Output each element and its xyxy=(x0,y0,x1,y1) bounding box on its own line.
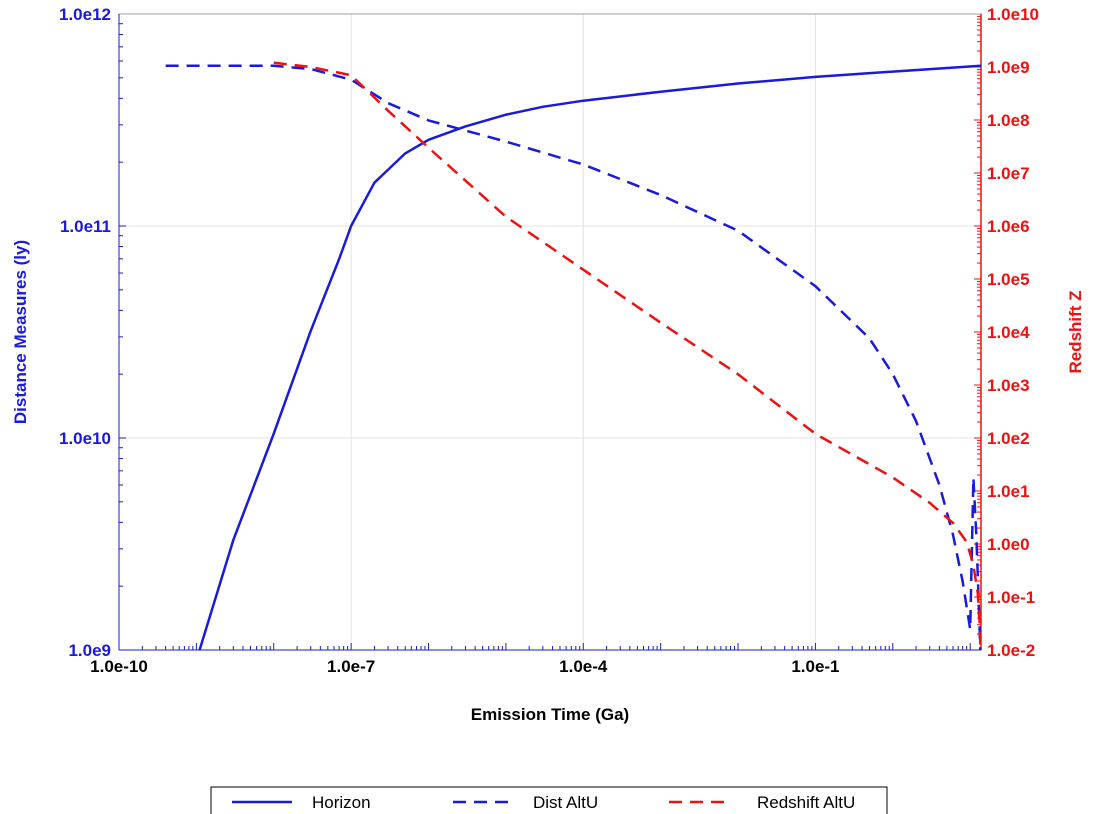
y-right-tick-label: 1.0e0 xyxy=(987,535,1030,554)
y-right-tick-label: 1.0e7 xyxy=(987,164,1030,183)
x-axis-title: Emission Time (Ga) xyxy=(471,705,629,724)
y-right-tick-label: 1.0e2 xyxy=(987,429,1030,448)
y-right-tick-label: 1.0e4 xyxy=(987,323,1030,342)
y-left-tick-label: 1.0e12 xyxy=(59,5,111,24)
y-right-tick-label: 1.0e6 xyxy=(987,217,1030,236)
x-tick-label: 1.0e-10 xyxy=(90,657,148,676)
series-line-redshift-altu xyxy=(273,61,982,651)
grid-lines xyxy=(118,13,981,651)
series-line-horizon xyxy=(198,64,982,651)
tick-labels: 1.0e-10 1.0e-7 1.0e-4 1.0e-1 1.0e9 1.0e10 1.0e… xyxy=(59,5,1039,676)
y-right-tick-label: 1.0e3 xyxy=(987,376,1030,395)
y-right-tick-label: 1.0e10 xyxy=(987,5,1039,24)
x-tick-label: 1.0e-1 xyxy=(791,657,839,676)
legend-dist-label: Dist AltU xyxy=(533,793,598,812)
y-right-tick-label: 1.0e9 xyxy=(987,58,1030,77)
x-tick-label: 1.0e-4 xyxy=(559,657,608,676)
y-axis-right-title: Redshift Z xyxy=(1066,290,1085,373)
y-right-tick-label: 1.0e1 xyxy=(987,482,1030,501)
legend-redshift-label: Redshift AltU xyxy=(757,793,855,812)
plot-frame xyxy=(118,13,982,651)
y-left-tick-label: 1.0e10 xyxy=(59,429,111,448)
y-left-tick-label: 1.0e11 xyxy=(60,217,111,236)
minor-ticks xyxy=(118,14,982,651)
y-right-tick-label: 1.0e5 xyxy=(987,270,1030,289)
series-line-dist-altu xyxy=(165,64,982,651)
y-right-tick-label: 1.0e-2 xyxy=(987,641,1035,660)
legend: Horizon Dist AltU Redshift AltU xyxy=(210,786,888,814)
y-right-tick-label: 1.0e-1 xyxy=(987,588,1035,607)
y-axis-left-title: Distance Measures (ly) xyxy=(11,240,30,424)
legend-box xyxy=(210,786,888,814)
y-right-tick-label: 1.0e8 xyxy=(987,111,1030,130)
y-left-tick-label: 1.0e9 xyxy=(68,641,111,660)
x-tick-label: 1.0e-7 xyxy=(327,657,375,676)
legend-horizon-label: Horizon xyxy=(312,793,371,812)
series-layer xyxy=(165,61,982,651)
